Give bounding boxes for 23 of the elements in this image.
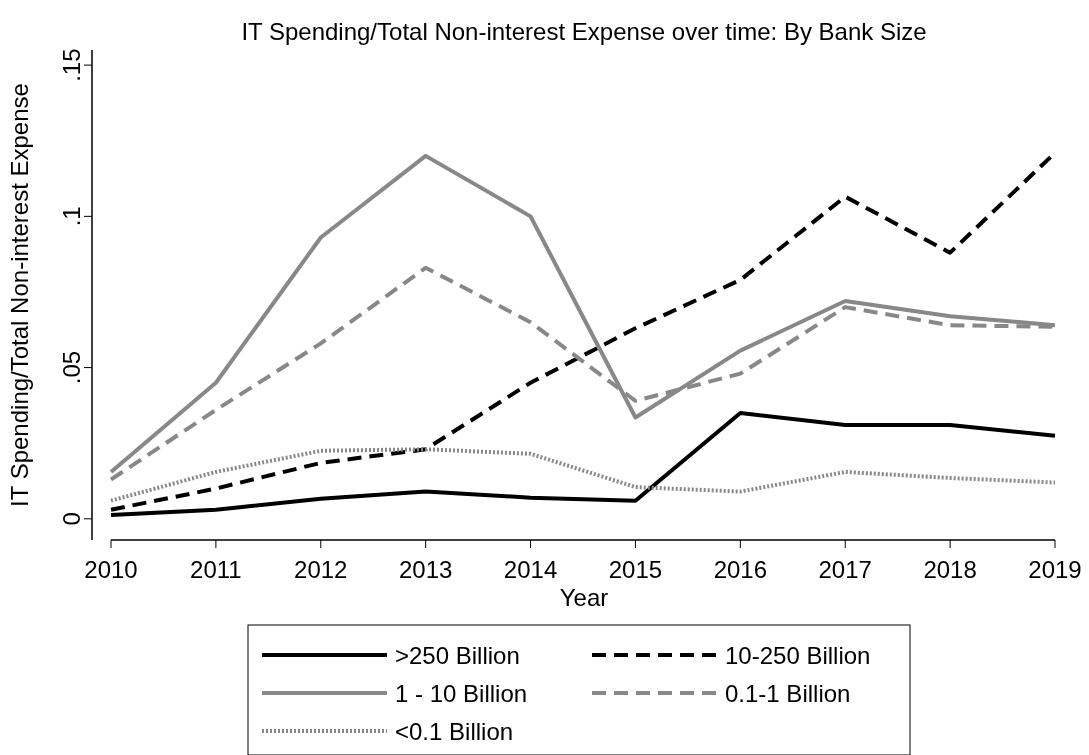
x-tick-label: 2017: [818, 556, 872, 583]
legend-label: 0.1-1 Billion: [725, 680, 851, 707]
y-tick-label: .1: [58, 206, 85, 227]
y-tick-label: .15: [58, 48, 85, 82]
y-tick-label: 0: [58, 512, 85, 526]
chart-title: IT Spending/Total Non-interest Expense over time: By Bank Size: [241, 18, 927, 45]
x-tick-label: 2012: [294, 556, 348, 583]
x-tick-label: 2013: [398, 556, 453, 583]
y-tick-label: .05: [58, 350, 85, 385]
x-tick-label: 2011: [190, 556, 242, 583]
x-axis-title: Year: [559, 584, 609, 611]
x-tick-label: 2010: [84, 556, 138, 583]
x-tick-label: 2015: [608, 556, 663, 583]
x-tick-label: 2014: [503, 556, 558, 583]
x-tick-label: 2016: [713, 556, 768, 583]
line-series: [109, 447, 1057, 503]
legend-label: 1 - 10 Billion: [395, 680, 528, 707]
y-axis-title: IT Spending/Total Non-interest Expense: [6, 83, 33, 507]
x-tick-label: 2018: [923, 556, 977, 583]
legend-label: >250 Billion: [395, 642, 520, 669]
legend-label: <0.1 Billion: [395, 718, 514, 745]
x-tick-label: 2019: [1028, 556, 1082, 583]
legend-label: 10-250 Billion: [725, 642, 871, 669]
